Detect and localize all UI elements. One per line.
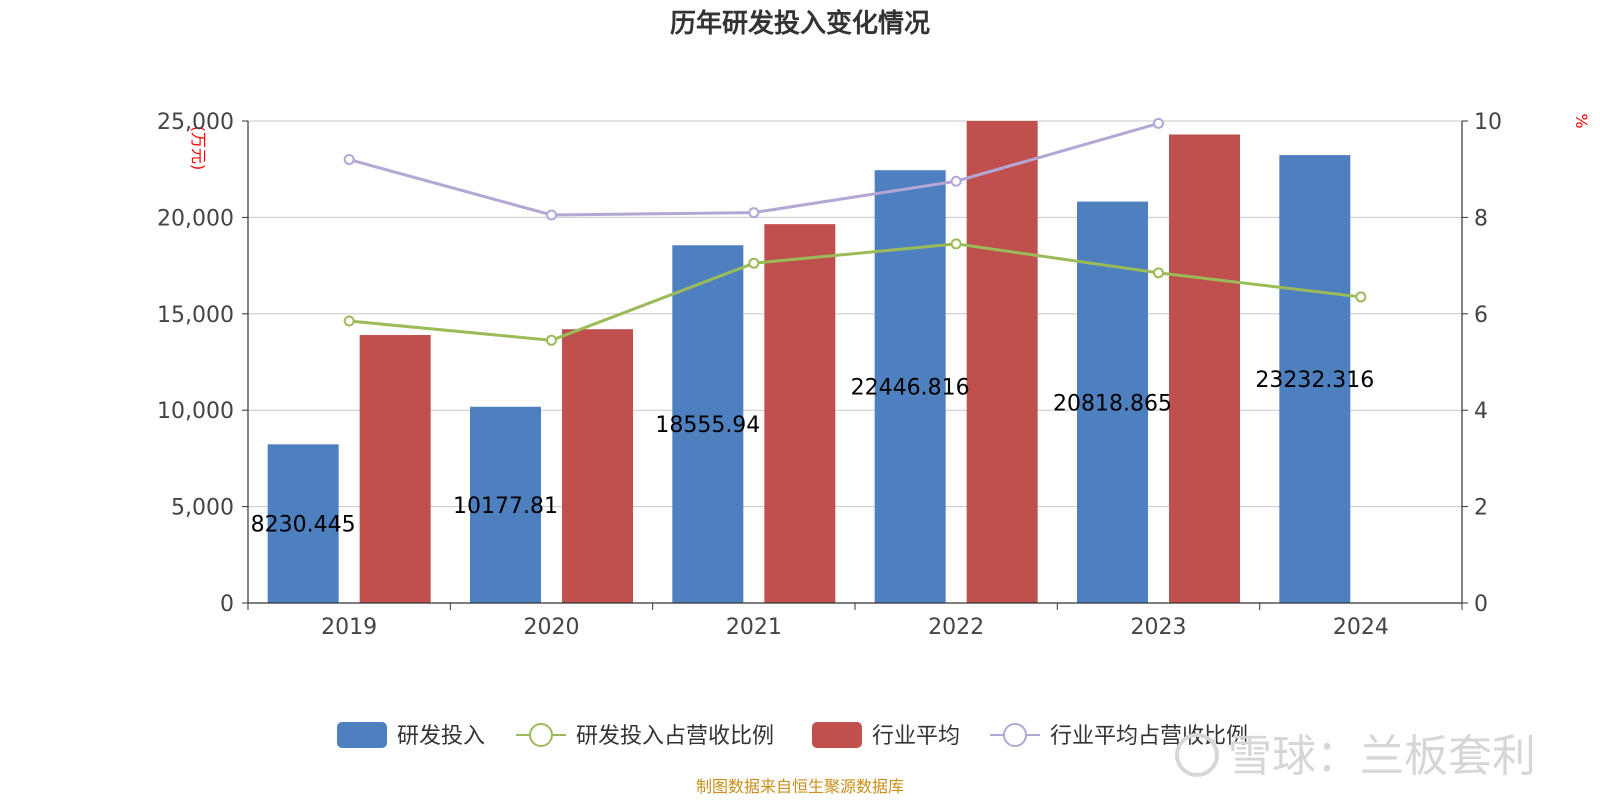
bar-data-label: 23232.316 [1255,368,1374,393]
bar-rd-investment [672,245,744,604]
right-axis-tick-label: 0 [1474,592,1488,617]
line-series [343,117,1367,346]
watermark-logo-icon [1175,733,1219,777]
bar-rd-investment [267,444,339,603]
x-axis-tick-label: 2023 [1131,615,1187,640]
legend-swatch-industry-average [812,722,862,748]
legend-label-industry-ratio: 行业平均占营收比例 [1050,724,1248,749]
bar-industry-average [1169,134,1240,603]
bar-data-label: 22446.816 [851,376,970,401]
legend-marker-rd-ratio [529,723,553,747]
bar-rd-investment [470,406,541,603]
left-axis-tick-label: 0 [220,592,234,617]
legend-marker-industry-ratio [1003,723,1027,747]
axes: 0 5,000 10,000 15,000 20,000 25,000 0 2 4 6 8 10 201… [157,110,1502,640]
bar-industry-average [966,121,1038,603]
right-axis-tick-label: 10 [1474,110,1502,135]
x-axis-tick-label: 2020 [524,615,580,640]
watermark: 雪球：兰板套利 [1175,731,1536,782]
legend-label-industry-average: 行业平均 [872,724,960,749]
data-source-note: 制图数据来自恒生聚源数据库 [696,777,904,796]
bar-series [267,121,1351,604]
line-point-rd-ratio [1153,267,1164,279]
left-axis-tick-label: 10,000 [157,399,234,424]
right-axis-tick-label: 2 [1474,496,1488,521]
legend-swatch-rd-investment [337,722,387,748]
bar-industry-average [562,329,633,603]
line-point-rd-ratio [748,257,760,269]
line-point-rd-ratio [950,238,962,250]
bar-rd-investment [874,170,946,603]
bar-data-label: 20818.865 [1053,391,1172,416]
x-axis-tick-label: 2019 [321,615,377,640]
bar-industry-average [764,224,836,603]
line-point-industry-ratio [748,207,760,219]
left-axis-tick-label: 5,000 [171,496,234,521]
line-point-rd-ratio [546,334,557,346]
line-point-rd-ratio [343,315,355,327]
line-point-industry-ratio [1153,117,1164,129]
line-point-industry-ratio [546,209,557,221]
gridlines [248,120,1462,508]
bar-industry-average [359,335,431,603]
line-point-industry-ratio [950,175,962,187]
watermark-text: 雪球：兰板套利 [1228,731,1536,782]
bar-data-label: 18555.94 [655,413,760,438]
right-axis-unit-label: % [1572,113,1591,128]
data-labels: 8230.445 10177.81 18555.94 22446.816 20818.8… [251,368,1375,538]
left-axis-tick-label: 25,000 [157,110,234,135]
chart-title: 历年研发投入变化情况 [670,8,930,39]
left-axis-unit-label: (万元) [189,126,208,171]
left-axis-tick-label: 15,000 [157,303,234,328]
x-axis-tick-label: 2021 [726,615,782,640]
bar-data-label: 8230.445 [251,513,356,538]
line-rd-ratio [349,242,1362,342]
legend: 研发投入 研发投入占营收比例 行业平均 行业平均占营收比例 [337,722,1248,749]
line-point-rd-ratio [1355,291,1367,303]
line-point-industry-ratio [343,154,355,166]
x-axis-tick-label: 2024 [1333,615,1389,640]
right-axis-tick-label: 8 [1474,206,1488,231]
bar-rd-investment [1279,155,1351,604]
right-axis-tick-label: 4 [1474,399,1488,424]
x-axis-tick-label: 2022 [928,615,984,640]
legend-label-rd-investment: 研发投入 [397,724,485,749]
bar-data-label: 10177.81 [453,494,558,519]
left-axis-tick-label: 20,000 [157,206,234,231]
right-axis-tick-label: 6 [1474,303,1488,328]
legend-label-rd-ratio: 研发投入占营收比例 [576,724,774,749]
